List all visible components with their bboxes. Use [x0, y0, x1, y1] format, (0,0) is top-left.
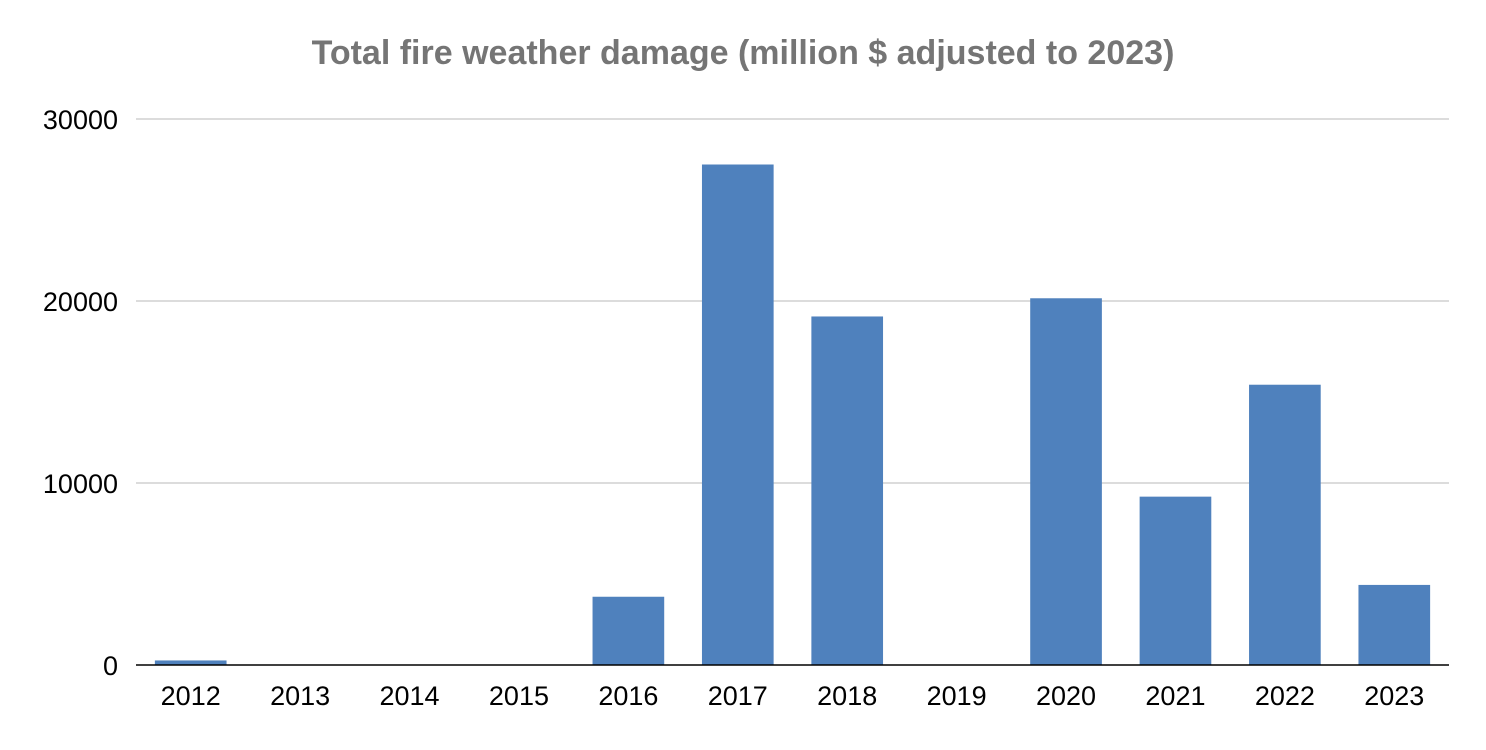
x-tick-labels: 2012 2013 2014 2015 2016 2017 2018 2019 2020 2021… — [161, 681, 1425, 711]
bar-2020 — [1030, 298, 1102, 665]
x-tick-label-2021: 2021 — [1145, 681, 1205, 711]
bars — [154, 164, 1431, 665]
bar-2023 — [1358, 584, 1431, 665]
x-tick-label-2014: 2014 — [380, 681, 440, 711]
x-tick-label-2022: 2022 — [1255, 681, 1315, 711]
x-tick-label-2019: 2019 — [927, 681, 987, 711]
chart-title: Total fire weather damage (million $ adj… — [311, 34, 1175, 72]
bar-2018 — [811, 316, 884, 665]
x-tick-label-2023: 2023 — [1364, 681, 1424, 711]
x-tick-label-2017: 2017 — [708, 681, 768, 711]
y-tick-labels: 0 10000 20000 30000 — [43, 105, 118, 681]
x-tick-label-2015: 2015 — [489, 681, 549, 711]
y-tick-label: 0 — [103, 651, 118, 681]
x-tick-label-2020: 2020 — [1036, 681, 1096, 711]
y-tick-label: 30000 — [43, 105, 118, 135]
x-tick-label-2016: 2016 — [598, 681, 658, 711]
y-tick-label: 20000 — [43, 287, 118, 317]
y-tick-label: 10000 — [43, 469, 118, 499]
x-tick-label-2012: 2012 — [161, 681, 221, 711]
bar-2021 — [1139, 496, 1212, 665]
bar-2016 — [592, 596, 665, 665]
bar-2017 — [701, 164, 774, 665]
bar-2022 — [1249, 384, 1321, 665]
x-tick-label-2013: 2013 — [270, 681, 330, 711]
gridlines — [136, 118, 1449, 484]
bar-2012 — [154, 660, 227, 665]
x-tick-label-2018: 2018 — [817, 681, 877, 711]
